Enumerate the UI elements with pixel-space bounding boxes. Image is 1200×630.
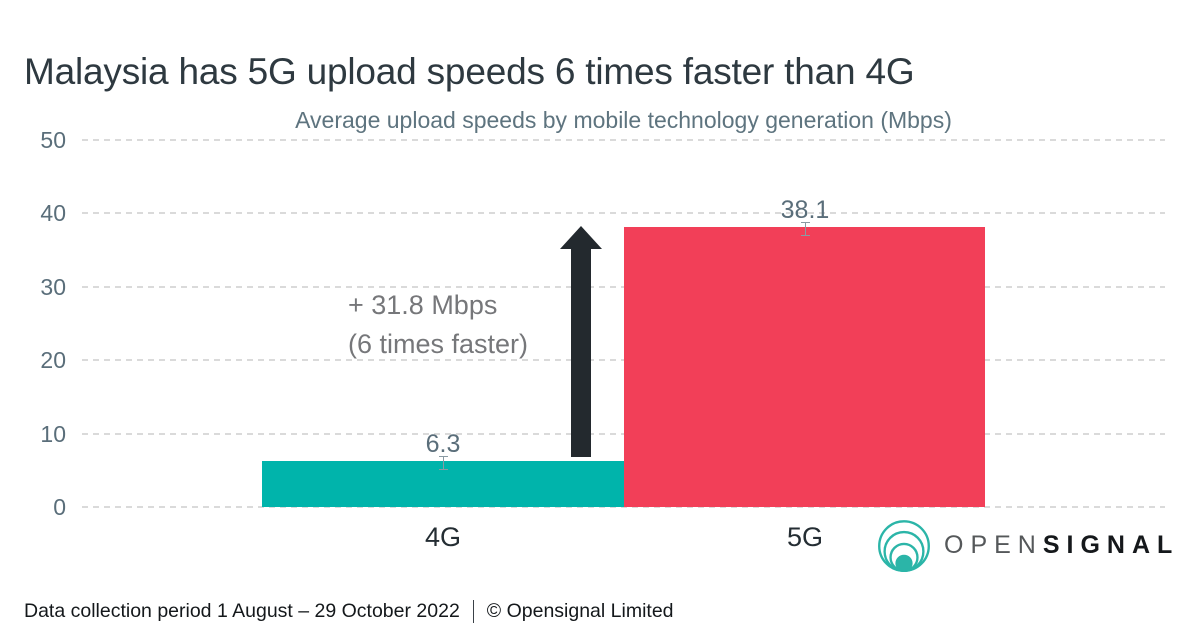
x-axis-label-5g: 5G bbox=[786, 522, 824, 552]
bar-5g bbox=[624, 226, 985, 507]
gridline-0 bbox=[82, 506, 1165, 508]
y-axis-label-50: 50 bbox=[40, 126, 66, 153]
value-tick-4g bbox=[439, 455, 448, 470]
value-tick-5g bbox=[801, 221, 810, 236]
y-axis-label-40: 40 bbox=[40, 200, 66, 226]
copyright-notice: © Opensignal Limited bbox=[486, 600, 674, 622]
opensignal-circles-icon bbox=[878, 520, 930, 573]
footer-separator bbox=[472, 600, 474, 623]
gridline-20 bbox=[82, 359, 1165, 361]
gridline-10 bbox=[82, 432, 1165, 435]
difference-annotation-line1: + 31.8 Mbps bbox=[348, 290, 498, 320]
gridline-50 bbox=[82, 138, 1165, 141]
opensignal-logo: OPENSIGNAL bbox=[876, 515, 1179, 575]
y-axis-label-30: 30 bbox=[40, 273, 66, 300]
y-axis-label-10: 10 bbox=[40, 420, 66, 447]
footer: Data collection period 1 August – 29 Oct… bbox=[24, 600, 674, 623]
wordmark-open: OPEN bbox=[944, 530, 1043, 559]
value-label-4g: 6.3 bbox=[425, 429, 461, 458]
y-axis-label-0: 0 bbox=[53, 494, 66, 520]
increase-arrow-head-icon bbox=[560, 226, 602, 249]
gridline-40 bbox=[82, 212, 1165, 214]
increase-arrow-shaft bbox=[571, 247, 591, 457]
chart-subtitle: Average upload speeds by mobile technolo… bbox=[295, 107, 952, 133]
opensignal-wordmark: OPENSIGNAL bbox=[944, 531, 1179, 560]
wordmark-signal: SIGNAL bbox=[1042, 530, 1180, 559]
value-label-5g: 38.1 bbox=[780, 195, 830, 224]
difference-annotation: + 31.8 Mbps (6 times faster) bbox=[348, 286, 528, 364]
gridline-30 bbox=[82, 285, 1165, 288]
page-title: Malaysia has 5G upload speeds 6 times fa… bbox=[24, 50, 915, 92]
data-collection-period: Data collection period 1 August – 29 Oct… bbox=[24, 600, 460, 622]
difference-annotation-line2: (6 times faster) bbox=[348, 329, 529, 359]
y-axis-label-20: 20 bbox=[40, 347, 66, 373]
x-axis-label-4g: 4G bbox=[424, 522, 462, 552]
